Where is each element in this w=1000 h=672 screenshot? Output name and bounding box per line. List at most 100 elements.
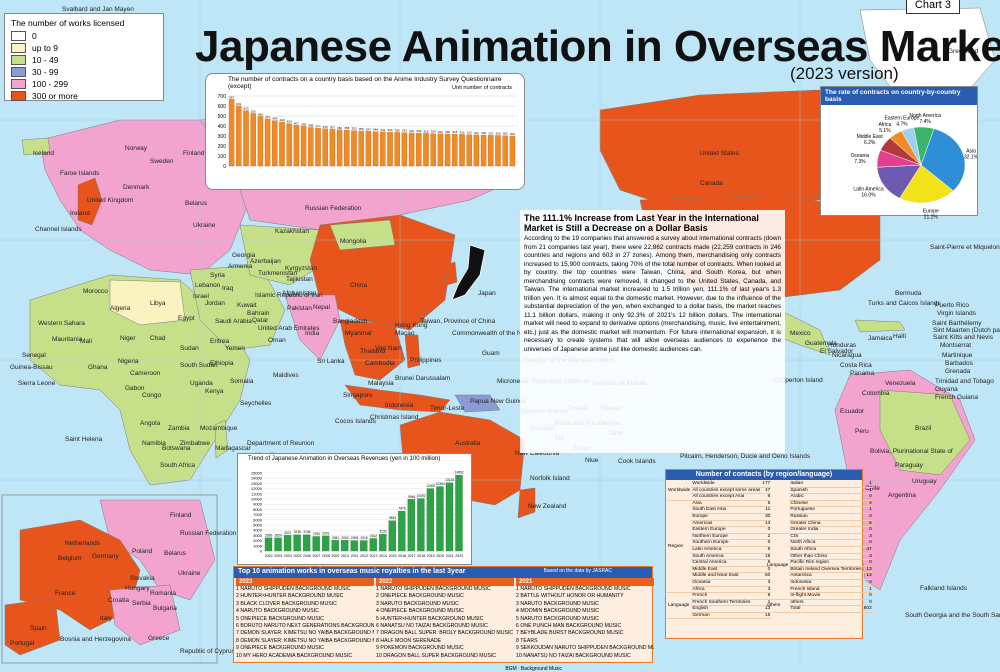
top10-item: 1 NARUTO SHIPPUDEN BACKGROUND MUSIC [236,586,351,592]
bar-mark [480,134,487,167]
revenue-x-tick: 2017 [408,554,416,558]
revenue-bar [426,488,435,552]
bar-y-tick: 400 [218,124,227,130]
revenue-y-tick: 1000 [253,543,263,548]
map-label: Bulgaria [153,605,177,612]
contacts-row: South Africa 47 [766,546,873,554]
map-label: Ukraine [193,222,216,229]
revenue-y-tick: 2000 [253,538,263,543]
page-subtitle: (2023 version) [790,64,899,83]
pie-value-label: 7.4% [919,119,931,125]
bar-data-label: 454 [272,117,277,121]
bar-y-tick: 500 [218,114,227,120]
map-label: Pakistan [287,305,312,312]
legend-item: 300 or more [11,90,157,102]
map-legend: The number of works licensed 0 up to 9 10 … [4,13,164,101]
bar-data-label: 329 [416,129,421,133]
top10-item: 1 NARUTO SHIPPUDEN BACKGROUND MUSIC [516,586,631,592]
top10-year: 2022 [376,578,514,586]
contacts-count: 0 [862,599,873,607]
revenue-data-label: 2018 [360,536,367,540]
map-label: Kuwait [237,302,257,309]
map-label: Niue [585,457,599,464]
map-label: Ireland [70,210,90,217]
bar-data-label: 372 [323,125,328,129]
map-label: Martinique [942,352,973,359]
map-label: Mali [80,338,92,345]
contacts-label: French [691,592,762,600]
legend-item: 10 - 49 [11,54,157,66]
top10-item: 3 BLACK CLOVER BACKGROUND MUSIC [236,600,337,607]
map-label: Finland [183,150,205,157]
map-label: Croatia [108,597,129,604]
map-label: Somalia [230,378,254,385]
top10-item: 1 NARUTO SHIPPUDEN BACKGROUND MUSIC [376,586,491,592]
legend-swatch [11,91,26,101]
map-label: Grenada [945,368,971,375]
contacts-label: Spanish [789,487,863,495]
map-label: Iraq [222,285,234,292]
contacts-count: 4 [862,500,873,508]
bar-data-label: 440 [279,118,284,122]
revenue-data-label: 10092 [417,494,426,498]
top10-item: 2 BATTLE WITHOUT HONOR OR HUMANITY [516,593,624,600]
bar-mark [308,127,314,167]
map-label: Commonwealth of the Northern Mariana [452,330,568,337]
map-label: Virgin Islands [937,310,976,317]
revenue-bar [388,520,396,552]
map-label: Serbia [132,600,151,607]
map-label: Kenya [205,388,224,395]
map-label: Belarus [164,550,187,557]
pie-value-label: 32.1% [964,155,977,161]
contacts-label: German [691,612,762,620]
contacts-label: South East Asia [691,506,762,514]
land-new-zealand [517,487,536,519]
contacts-label: Greater India [789,526,863,534]
pie-slice [876,164,922,199]
revenue-bar [417,498,425,552]
legend-swatch [11,55,26,65]
map-label: Guam [482,350,500,357]
revenue-y-tick: 7000 [253,512,263,517]
top10-note: Based on the data by JASRAC [543,568,612,574]
bar-data-label: 326 [423,129,428,133]
contacts-label: Latin America [691,546,762,554]
contacts-label: South Africa [789,546,863,554]
bar-mark [473,134,480,167]
contacts-label: In-flight Movie [789,592,863,600]
map-label: Belgium [58,555,82,562]
map-label: Bahrain [247,310,270,317]
contacts-count: 0 [862,493,873,501]
map-label: El Salvador [820,348,854,355]
map-label: Cambodia [365,360,395,367]
contacts-row: North Africa 0 [766,539,873,547]
map-label: United Arab Emirates [258,325,320,332]
contacts-count: 0 [862,592,873,600]
revenue-x-tick: 2020 [436,554,444,558]
land-png [454,394,501,413]
map-label: Channel Islands [35,226,82,233]
map-label: Faroe Islands [60,170,100,177]
revenue-data-label: 13134 [445,478,454,482]
top10-item: 2 ONEPIECE BACKGROUND MUSIC [376,593,464,600]
map-label: South Sudan [180,362,218,369]
revenue-x-tick: 2003 [274,554,282,558]
map-label: Syria [210,272,225,279]
top10-item: 7 BEYBLADE BURST BACKGROUND MUSIC [516,630,624,637]
pie-value-label: 5.1% [879,128,891,134]
bar-data-label: 341 [380,128,385,132]
top10-item: 5 HUNTER×HUNTER BACKGROUND MUSIC [376,615,484,622]
contacts-row: French Island 1 [766,586,873,594]
contacts-label: French Island [789,586,863,594]
revenue-data-label: 12009 [426,484,435,488]
article-heading: The 111.1% Increase from Last Year in th… [524,213,759,233]
revenue-x-tick: 2002 [265,554,273,558]
contacts-group [766,481,790,534]
revenue-bar [436,486,444,552]
contacts-row: Total 603 [766,605,873,613]
map-label: Costa Rica [840,362,872,369]
bar-mark [286,123,292,167]
contacts-label: Arabic [789,493,863,501]
map-label: Georgia [232,252,256,259]
